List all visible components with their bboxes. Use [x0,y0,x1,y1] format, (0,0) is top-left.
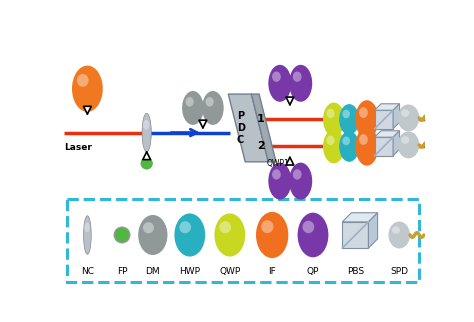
Ellipse shape [342,109,350,118]
Ellipse shape [339,131,359,162]
Polygon shape [342,213,378,222]
FancyBboxPatch shape [66,199,419,282]
Ellipse shape [115,228,129,242]
Polygon shape [393,104,400,129]
Text: QWP1: QWP1 [267,159,290,168]
Text: QWP: QWP [219,267,240,276]
Text: HWP: HWP [179,267,201,276]
Polygon shape [374,104,400,110]
Text: SPD: SPD [390,267,408,276]
Ellipse shape [268,163,292,200]
Ellipse shape [143,120,149,130]
Ellipse shape [289,65,312,102]
Polygon shape [368,213,378,248]
Ellipse shape [115,228,129,242]
Ellipse shape [401,136,410,144]
Text: PBS: PBS [347,267,364,276]
FancyBboxPatch shape [342,222,368,248]
Ellipse shape [392,226,400,234]
Ellipse shape [356,127,378,166]
Ellipse shape [339,104,359,135]
Ellipse shape [293,71,301,82]
Ellipse shape [140,157,153,170]
Ellipse shape [389,222,410,249]
Ellipse shape [185,97,194,107]
Ellipse shape [182,91,204,125]
FancyBboxPatch shape [374,137,393,156]
Ellipse shape [323,102,345,137]
Polygon shape [251,94,276,162]
Polygon shape [393,131,400,156]
Ellipse shape [72,66,103,112]
Ellipse shape [401,109,410,117]
Ellipse shape [327,136,335,145]
Ellipse shape [359,107,368,118]
Ellipse shape [268,65,292,102]
Ellipse shape [298,213,328,257]
Polygon shape [228,94,268,162]
Text: 1: 1 [257,114,264,124]
Text: P: P [237,111,244,121]
Ellipse shape [261,220,273,233]
Ellipse shape [84,223,90,232]
Ellipse shape [289,163,312,200]
Text: DM: DM [146,267,160,276]
Ellipse shape [327,109,335,118]
Ellipse shape [202,91,224,125]
Text: 2: 2 [257,141,264,151]
Ellipse shape [323,129,345,163]
FancyBboxPatch shape [374,110,393,129]
Text: C: C [237,135,244,145]
Ellipse shape [272,71,281,82]
Ellipse shape [179,221,191,233]
Ellipse shape [142,113,151,152]
Ellipse shape [174,213,205,257]
Ellipse shape [398,131,419,158]
Text: NC: NC [81,267,94,276]
Ellipse shape [138,215,167,255]
Ellipse shape [117,230,128,241]
Ellipse shape [143,222,154,233]
Ellipse shape [214,213,245,257]
Ellipse shape [77,74,89,87]
Ellipse shape [398,104,419,131]
Ellipse shape [83,216,91,254]
Polygon shape [374,131,400,137]
Ellipse shape [293,169,301,180]
Ellipse shape [342,137,350,145]
Ellipse shape [114,226,130,243]
Ellipse shape [256,212,288,258]
Text: Laser: Laser [64,143,92,152]
Text: FP: FP [117,267,128,276]
Ellipse shape [116,229,122,235]
Ellipse shape [302,221,314,233]
Ellipse shape [272,169,281,180]
Text: IF: IF [268,267,276,276]
Ellipse shape [356,100,378,139]
Text: QP: QP [307,267,319,276]
Ellipse shape [206,97,214,107]
Text: D: D [237,123,245,133]
Ellipse shape [219,221,231,233]
Ellipse shape [359,134,368,145]
